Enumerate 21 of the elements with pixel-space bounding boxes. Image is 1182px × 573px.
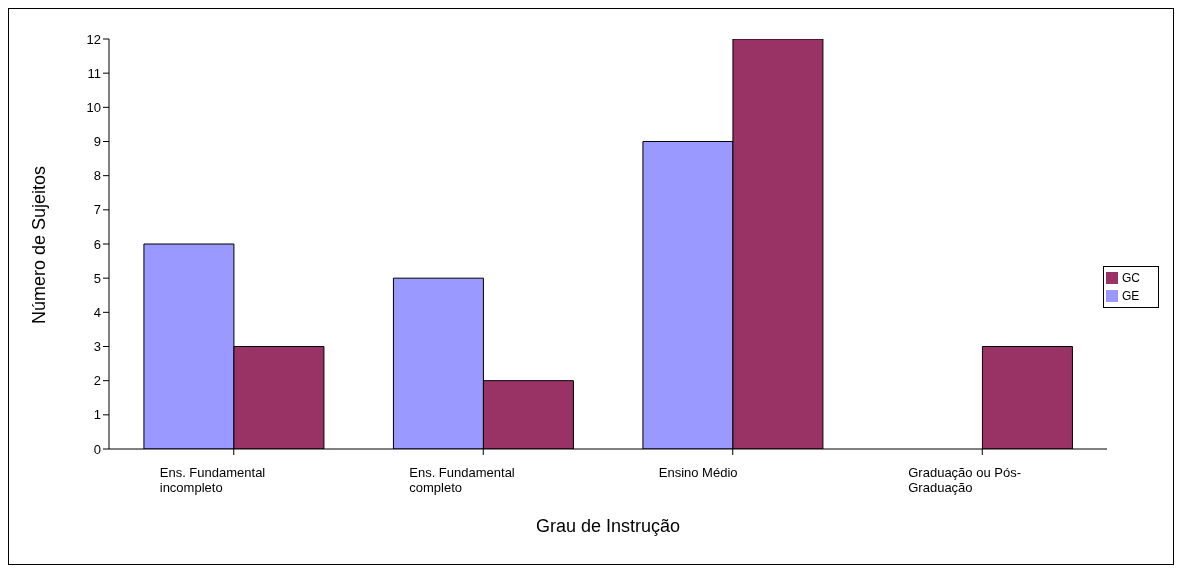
y-tick-label: 12 (86, 31, 101, 47)
y-tick-label: 6 (93, 236, 101, 252)
y-tick-label: 0 (93, 441, 101, 457)
y-tick-label: 11 (87, 65, 101, 81)
legend-label: GE (1122, 288, 1140, 303)
y-tick-label: 3 (93, 339, 101, 355)
y-tick-label: 1 (93, 407, 101, 423)
y-tick-label: 5 (93, 270, 101, 286)
x-tick-label: Graduação ou Pós-Graduação (908, 465, 1021, 495)
y-tick-label: 8 (93, 168, 101, 184)
legend-label: GC (1122, 270, 1140, 285)
y-tick-label: 4 (93, 304, 101, 320)
y-tick-label: 7 (93, 202, 101, 218)
y-tick-label: 9 (93, 134, 101, 150)
x-axis-title: Grau de Instrução (535, 516, 681, 536)
y-tick-label: 10 (86, 99, 101, 115)
x-tick-label: Ensino Médio (658, 465, 738, 480)
y-tick-label: 2 (93, 373, 101, 389)
x-tick-label: Ens. Fundamental completo (409, 465, 515, 495)
x-tick-label: Ens. Fundamental incompleto (159, 465, 266, 495)
y-axis-title: Número de Sujeitos (29, 165, 50, 324)
